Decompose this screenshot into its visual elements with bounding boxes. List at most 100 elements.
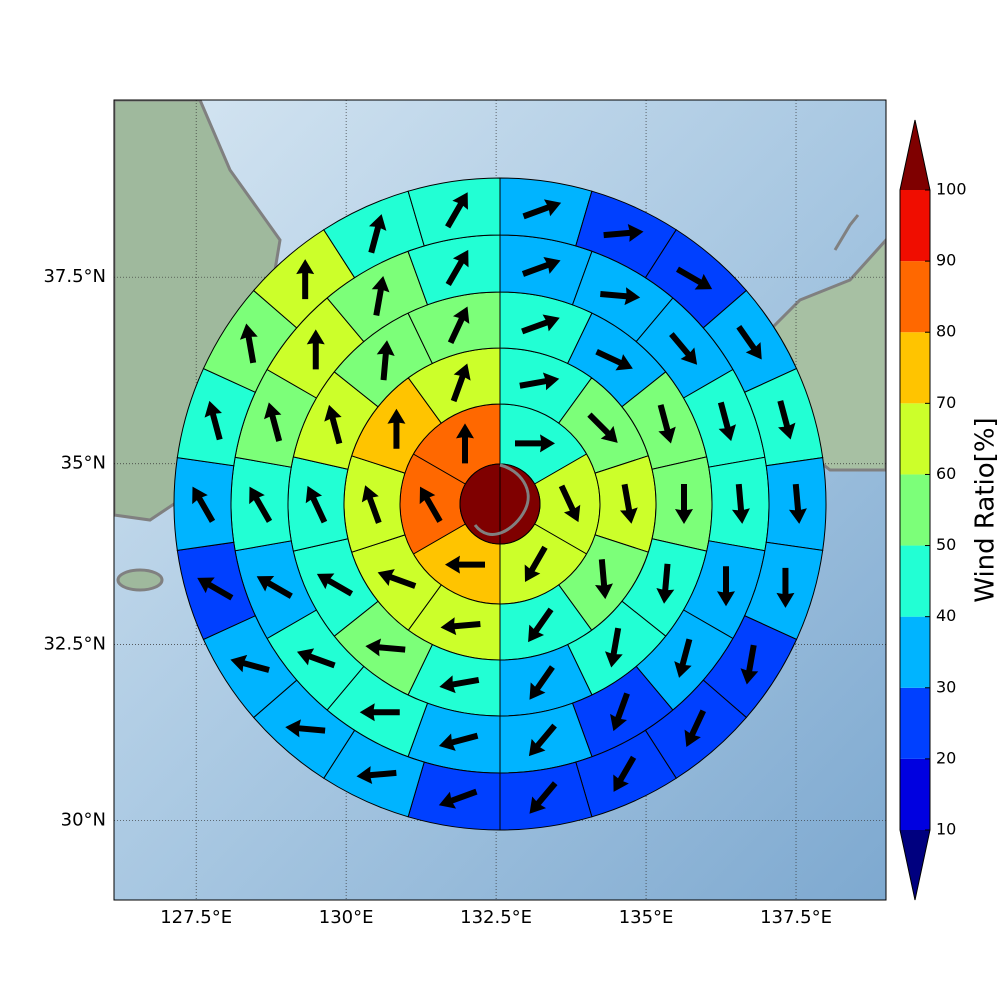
wind-arrow	[684, 709, 706, 747]
wind-arrow	[656, 563, 675, 604]
wind-arrow	[528, 723, 557, 757]
wind-arrow	[736, 325, 762, 360]
wind-arrow	[604, 627, 623, 668]
coastline	[833, 214, 860, 251]
wind-arrow	[192, 486, 216, 523]
colorbar-bin	[900, 687, 930, 759]
sector	[499, 177, 593, 247]
wind-arrow	[740, 644, 759, 685]
x-tick-label: 137.5°E	[760, 907, 832, 928]
wind-arrow	[324, 404, 343, 445]
wind-arrow	[515, 434, 555, 453]
wind-arrow	[528, 607, 554, 643]
land-jeju	[116, 568, 164, 592]
wind-arrow	[456, 423, 474, 464]
wind-arrow	[438, 788, 478, 809]
wind-arrow	[716, 566, 735, 607]
colorbar-tick-label: 30	[936, 677, 956, 696]
wind-arrow	[519, 372, 560, 391]
colorbar-bin	[900, 545, 930, 617]
colorbar-tick-label: 20	[936, 748, 956, 767]
wind-arrow	[445, 249, 469, 286]
wind-arrow	[377, 569, 417, 589]
ticks: 127.5°E 130°E 132.5°E 135°E 137.5°E 30°N 32.5°…	[43, 266, 832, 928]
sector	[407, 761, 501, 831]
colorbar-bin	[900, 474, 930, 546]
wind-arrow	[376, 340, 395, 381]
colorbar-under	[900, 830, 930, 900]
wind-arrow	[264, 402, 283, 442]
wind-arrow	[674, 638, 693, 678]
wind-arrow	[419, 486, 443, 523]
colorbar-tick-label: 90	[936, 251, 956, 270]
colorbar-tick-label: 80	[936, 322, 956, 341]
wind-arrow	[204, 400, 223, 441]
wind-arrow	[776, 567, 795, 608]
colorbar-tick-label: 40	[936, 606, 956, 625]
wind-arrow	[447, 306, 470, 345]
wind-arrow	[387, 408, 406, 449]
colorbar-over	[900, 120, 930, 190]
wind-arrow	[777, 400, 796, 440]
plot-frame	[113, 99, 887, 901]
wind-arrow	[256, 575, 293, 599]
wind-arrow	[368, 214, 387, 254]
wind-arrow	[600, 287, 641, 306]
wind-arrow	[595, 348, 633, 371]
wind-arrow	[239, 323, 258, 364]
wind-arrow	[296, 648, 336, 669]
wind-arrow	[371, 276, 390, 316]
wind-arrow	[440, 617, 481, 636]
wind-arrow	[316, 573, 354, 597]
colorbar-tick-label: 10	[936, 820, 956, 839]
wind-arrow	[731, 483, 750, 524]
colorbar-tick-label: 70	[936, 393, 956, 412]
wind-arrow	[438, 732, 479, 751]
colorbar-tick-label: 100	[936, 180, 967, 199]
wind-arrow	[445, 555, 485, 574]
colorbar: 10 20 30 40 50 60 70 80 90 100	[899, 119, 967, 901]
sectors	[173, 177, 827, 831]
x-tick-label: 135°E	[619, 907, 674, 928]
arrows	[192, 192, 807, 814]
wind-arrow	[524, 545, 548, 582]
wind-arrow	[359, 703, 400, 722]
x-tick-label: 130°E	[319, 907, 374, 928]
wind-arrow	[296, 259, 315, 300]
wind-arrow	[521, 314, 560, 335]
wind-arrow	[450, 363, 471, 403]
colorbar-label: Wind Ratio[%]	[971, 417, 1000, 602]
wind-arrow	[595, 559, 613, 600]
wind-arrow	[675, 484, 693, 524]
colorbar-bin	[900, 261, 930, 333]
x-tick-label: 127.5°E	[160, 907, 232, 928]
y-tick-label: 32.5°N	[43, 634, 106, 655]
colorbar-bin	[900, 403, 930, 475]
y-tick-label: 30°N	[61, 810, 106, 831]
wind-arrow	[305, 485, 328, 524]
y-tick-label: 37.5°N	[43, 266, 106, 287]
wind-arrow	[587, 412, 618, 443]
wind-arrow	[306, 329, 325, 370]
wind-arrow	[230, 654, 270, 673]
wind-arrow	[676, 266, 713, 290]
wind-arrow	[285, 719, 326, 738]
wind-arrow	[613, 755, 637, 792]
colorbar-bin	[900, 332, 930, 404]
wind-arrow	[521, 256, 561, 277]
wind-arrow	[529, 665, 555, 700]
wind-arrow	[603, 223, 644, 242]
wind-arrow	[522, 199, 562, 220]
wind-arrow	[365, 638, 406, 657]
colorbar-tick-label: 50	[936, 535, 956, 554]
wind-arrow	[197, 577, 234, 601]
x-tick-label: 132.5°E	[460, 907, 532, 928]
wind-arrow	[439, 675, 480, 694]
wind-arrow	[361, 485, 382, 524]
colorbar-tick-label: 60	[936, 464, 956, 483]
wind-arrow	[669, 332, 698, 365]
wind-arrow	[657, 404, 676, 444]
wind-arrow	[788, 483, 807, 524]
wind-arrow	[356, 766, 397, 785]
